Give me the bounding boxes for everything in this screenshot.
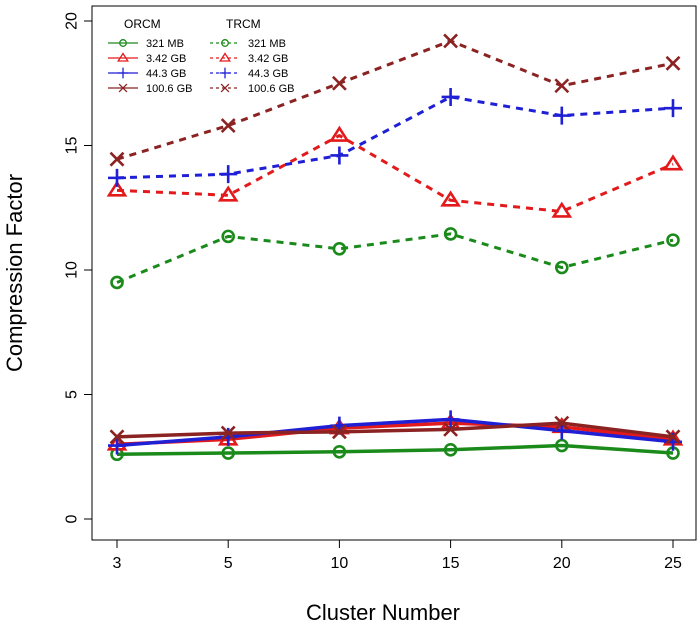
legend-item: 100.6 GB [108,83,192,95]
data-point-circle [110,275,124,290]
data-point-plus [552,106,571,125]
x-tick-label: 3 [113,555,122,572]
series-line [116,417,674,448]
legend-title-trcm: TRCM [226,17,261,31]
legend-item: 3.42 GB [108,52,186,65]
data-point-cross [554,78,570,94]
data-point-cross [109,151,125,167]
data-point-circle [332,444,347,459]
data-point-circle [119,39,127,47]
data-point-circle [666,233,680,247]
series-line [116,134,674,213]
x-tick-label: 5 [224,555,233,572]
data-point-circle [443,442,458,457]
y-tick-label: 10 [64,261,81,279]
data-point-plus [664,99,682,118]
data-point-circle [554,438,569,453]
data-point-plus [108,168,126,187]
data-point-circle [221,446,235,460]
series-line [116,39,674,161]
series-line [116,421,674,439]
legend-item: 321 MB [108,38,184,50]
data-point-cross [220,425,236,441]
series-orcm-100-6-gb [109,415,681,445]
x-tick-label: 10 [331,555,349,572]
data-point-circle [443,227,458,241]
data-point-circle [554,260,569,275]
y-tick-label: 20 [64,12,81,30]
x-tick-label: 20 [553,555,571,572]
axes: 3 5 10 15 20 25 0 5 10 15 20 [64,12,683,572]
data-point-triangle [217,185,239,202]
legend-label: 44.3 GB [146,68,186,80]
legend-item: 44.3 GB [108,67,186,80]
data-point-plus [108,436,126,455]
data-point-triangle [662,154,684,171]
data-point-circle [221,229,235,244]
legend-label: 100.6 GB [248,83,294,95]
legend: ORCM 321 MB 3.42 GB 44.3 GB 100.6 GB TRCM 321 … [108,17,294,95]
x-tick-label: 15 [442,555,460,572]
legend-label: 100.6 GB [146,83,192,95]
data-point-circle [221,39,229,47]
data-point-cross [331,75,347,91]
data-point-cross [109,429,125,445]
series-line [116,443,674,457]
x-axis-title: Cluster Number [306,600,460,625]
y-axis-title: Compression Factor [2,174,27,372]
data-point-cross [220,118,236,133]
data-point-plus [441,410,460,429]
y-tick-label: 0 [64,514,81,523]
legend-label: 44.3 GB [248,68,288,80]
legend-label: 321 MB [248,38,286,50]
y-tick-label: 15 [64,137,81,155]
data-point-cross [443,421,459,437]
data-point-triangle [219,52,231,62]
legend-label: 3.42 GB [146,53,186,65]
data-point-triangle [329,125,350,142]
legend-item: 44.3 GB [210,67,288,80]
data-point-plus [441,87,460,106]
data-point-cross [665,429,681,445]
legend-title-orcm: ORCM [124,17,161,31]
data-point-plus [219,165,238,184]
data-point-triangle [117,52,129,62]
data-point-plus [219,427,238,446]
series-trcm-100-6-gb [109,33,681,167]
series-layer [106,33,684,462]
series-orcm-321-mb [110,438,680,462]
series-line [116,95,674,180]
data-point-cross [220,83,230,93]
y-tick-label: 5 [64,390,81,399]
data-point-plus [219,67,231,79]
data-point-triangle [440,190,461,207]
series-trcm-321-mb [110,227,680,290]
data-point-triangle [551,201,573,218]
legend-item: 321 MB [210,38,286,50]
legend-label: 321 MB [146,38,184,50]
data-point-cross [665,55,681,71]
data-point-plus [330,146,349,165]
series-line [116,421,674,447]
series-trcm-44-3-gb [108,87,682,187]
data-point-triangle [106,180,128,197]
legend-item: 3.42 GB [210,52,288,65]
legend-label: 3.42 GB [248,53,288,65]
x-tick-label: 25 [664,555,682,572]
data-point-cross [554,415,570,431]
data-point-cross [443,33,459,49]
data-point-cross [118,83,128,93]
legend-item: 100.6 GB [210,83,294,95]
data-point-circle [332,242,347,256]
data-point-cross [331,424,347,440]
series-trcm-3-42-gb [106,125,684,218]
data-point-plus [117,67,129,79]
series-line [116,232,674,284]
